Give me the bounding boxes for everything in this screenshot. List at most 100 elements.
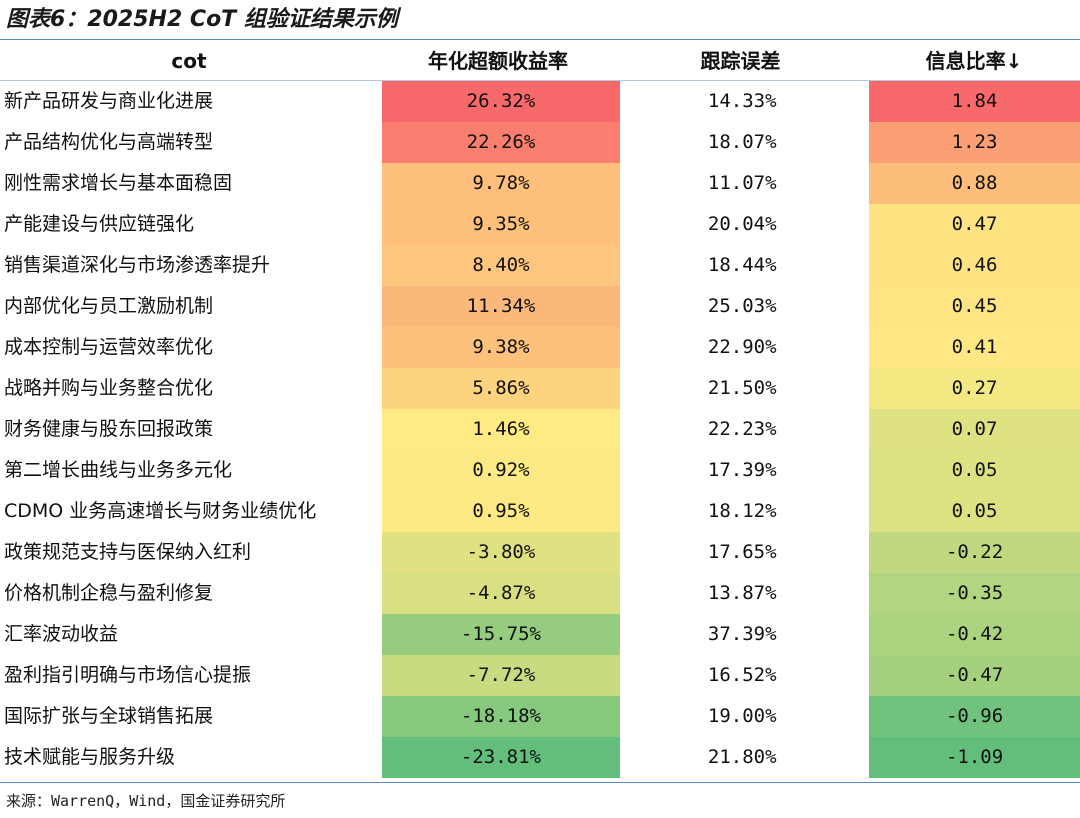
cot-name-cell: 汇率波动收益: [4, 623, 119, 645]
column-gap: [854, 327, 869, 368]
cot-name-cell: 战略并购与业务整合优化: [4, 377, 214, 399]
results-table: 新产品研发与商业化进展 26.32% 14.33% 1.84 产品结构优化与高端转型 22…: [0, 81, 1080, 778]
cot-name-cell: CDMO 业务高速增长与财务业绩优化: [4, 500, 317, 522]
column-gap: [854, 286, 869, 327]
column-gap: [854, 573, 869, 614]
tracking-error-cell: 13.87%: [707, 582, 777, 604]
cot-name-cell: 新产品研发与商业化进展: [4, 90, 214, 112]
top-rule: [0, 39, 1080, 40]
cot-name-cell: 财务健康与股东回报政策: [4, 418, 214, 440]
information-ratio-cell: 0.05: [869, 450, 1080, 491]
tracking-error-cell: 19.00%: [707, 705, 777, 727]
excess-return-cell: 0.95%: [381, 491, 621, 532]
table-row: 内部优化与员工激励机制 11.34% 25.03% 0.45: [0, 286, 1080, 327]
table-row: 国际扩张与全球销售拓展 -18.18% 19.00% -0.96: [0, 696, 1080, 737]
information-ratio-cell: 0.47: [869, 204, 1080, 245]
excess-return-cell: -3.80%: [381, 532, 621, 573]
excess-return-cell: -15.75%: [381, 614, 621, 655]
column-gap: [620, 286, 630, 327]
table-row: 第二增长曲线与业务多元化 0.92% 17.39% 0.05: [0, 450, 1080, 491]
column-gap: [620, 122, 630, 163]
tracking-error-cell: 37.39%: [707, 623, 777, 645]
table-row: 刚性需求增长与基本面稳固 9.78% 11.07% 0.88: [0, 163, 1080, 204]
column-gap: [854, 409, 869, 450]
column-gap: [854, 737, 869, 778]
column-gap: [620, 532, 630, 573]
tracking-error-cell: 22.90%: [707, 336, 777, 358]
bottom-rule: [0, 782, 1080, 783]
excess-return-cell: 9.38%: [381, 327, 621, 368]
cot-name-cell: 销售渠道深化与市场渗透率提升: [4, 254, 271, 276]
table-row: 销售渠道深化与市场渗透率提升 8.40% 18.44% 0.46: [0, 245, 1080, 286]
information-ratio-cell: -0.22: [869, 532, 1080, 573]
column-gap: [854, 204, 869, 245]
excess-return-cell: 8.40%: [381, 245, 621, 286]
column-gap: [620, 245, 630, 286]
tracking-error-cell: 18.07%: [707, 131, 777, 153]
tracking-error-cell: 11.07%: [707, 172, 777, 194]
cot-name-cell: 技术赋能与服务升级: [4, 746, 176, 768]
excess-return-cell: -4.87%: [381, 573, 621, 614]
column-gap: [620, 450, 630, 491]
tracking-error-cell: 17.39%: [707, 459, 777, 481]
cot-name-cell: 第二增长曲线与业务多元化: [4, 459, 233, 481]
tracking-error-cell: 18.12%: [707, 500, 777, 522]
column-gap: [854, 81, 869, 122]
column-gap: [854, 368, 869, 409]
column-gap: [854, 532, 869, 573]
information-ratio-cell: 0.05: [869, 491, 1080, 532]
column-gap: [620, 204, 630, 245]
excess-return-cell: 26.32%: [381, 81, 621, 122]
excess-return-cell: 9.35%: [381, 204, 621, 245]
table-row: 财务健康与股东回报政策 1.46% 22.23% 0.07: [0, 409, 1080, 450]
table-row: 产品结构优化与高端转型 22.26% 18.07% 1.23: [0, 122, 1080, 163]
column-gap: [854, 122, 869, 163]
column-gap: [854, 450, 869, 491]
information-ratio-cell: 1.84: [869, 81, 1080, 122]
column-gap: [620, 655, 630, 696]
information-ratio-cell: 0.88: [869, 163, 1080, 204]
table-row: 政策规范支持与医保纳入红利 -3.80% 17.65% -0.22: [0, 532, 1080, 573]
column-gap: [620, 696, 630, 737]
information-ratio-cell: 0.27: [869, 368, 1080, 409]
cot-name-cell: 刚性需求增长与基本面稳固: [4, 172, 233, 194]
tracking-error-cell: 14.33%: [707, 90, 777, 112]
chart-title: 图表6：2025H2 CoT 组验证结果示例: [6, 7, 398, 32]
column-gap: [620, 327, 630, 368]
information-ratio-cell: -0.47: [869, 655, 1080, 696]
column-gap: [620, 368, 630, 409]
column-header-cot: cot: [171, 49, 207, 73]
information-ratio-cell: 0.07: [869, 409, 1080, 450]
column-gap: [620, 163, 630, 204]
excess-return-cell: 22.26%: [381, 122, 621, 163]
excess-return-cell: 9.78%: [381, 163, 621, 204]
cot-name-cell: 国际扩张与全球销售拓展: [4, 705, 214, 727]
column-gap: [620, 81, 630, 122]
information-ratio-cell: -0.42: [869, 614, 1080, 655]
information-ratio-cell: -0.35: [869, 573, 1080, 614]
tracking-error-cell: 18.44%: [707, 254, 777, 276]
cot-name-cell: 产能建设与供应链强化: [4, 213, 195, 235]
column-header-excess-return: 年化超额收益率: [428, 49, 568, 73]
column-gap: [854, 614, 869, 655]
cot-name-cell: 盈利指引明确与市场信心提振: [4, 664, 252, 686]
cot-name-cell: 成本控制与运营效率优化: [4, 336, 214, 358]
excess-return-cell: -7.72%: [381, 655, 621, 696]
column-gap: [620, 491, 630, 532]
column-header-information-ratio: 信息比率↓: [925, 49, 1023, 73]
information-ratio-cell: 0.46: [869, 245, 1080, 286]
tracking-error-cell: 21.50%: [707, 377, 777, 399]
tracking-error-cell: 17.65%: [707, 541, 777, 563]
excess-return-cell: -18.18%: [381, 696, 621, 737]
table-row: 汇率波动收益 -15.75% 37.39% -0.42: [0, 614, 1080, 655]
tracking-error-cell: 20.04%: [707, 213, 777, 235]
information-ratio-cell: 0.45: [869, 286, 1080, 327]
excess-return-cell: 1.46%: [381, 409, 621, 450]
cot-name-cell: 政策规范支持与医保纳入红利: [4, 541, 252, 563]
source-note: 来源：WarrenQ，Wind，国金证券研究所: [6, 792, 286, 810]
tracking-error-cell: 22.23%: [707, 418, 777, 440]
column-gap: [854, 696, 869, 737]
column-gap: [854, 163, 869, 204]
excess-return-cell: 5.86%: [381, 368, 621, 409]
excess-return-cell: -23.81%: [381, 737, 621, 778]
